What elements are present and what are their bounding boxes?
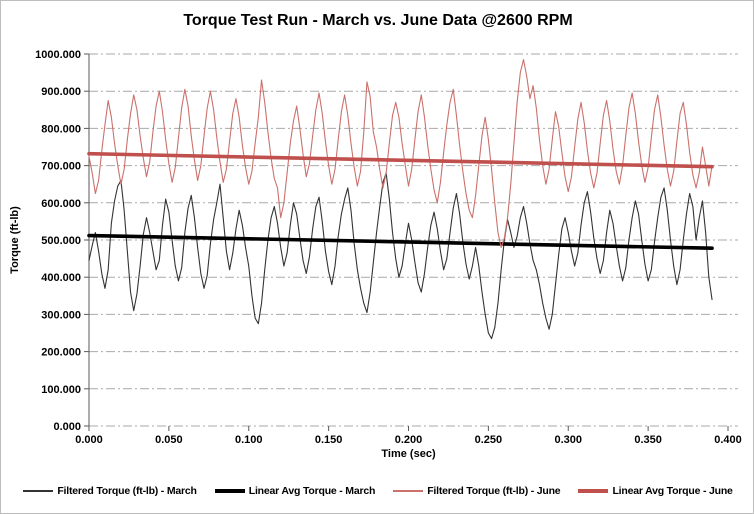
x-tick-label: 0.150: [315, 434, 343, 446]
legend-item-3: Linear Avg Torque - June: [578, 485, 733, 497]
series-line-3: [87, 151, 714, 169]
legend-item-2: Filtered Torque (ft-lb) - June: [393, 485, 561, 497]
y-tick-label: 700.000: [41, 161, 81, 173]
legend-label: Filtered Torque (ft-lb) - June: [427, 485, 561, 497]
chart-title: Torque Test Run - March vs. June Data @2…: [183, 12, 573, 29]
y-tick-label: 400.000: [41, 272, 81, 284]
legend-line-swatch: [23, 490, 54, 492]
y-tick-label: 900.000: [41, 86, 81, 98]
x-tick-label: 0.350: [634, 434, 662, 446]
y-tick-label: 1000.000: [35, 49, 81, 61]
legend-line-swatch: [578, 489, 609, 493]
legend: Filtered Torque (ft-lb) - March Linear Av…: [1, 480, 753, 502]
x-tick-label: 0.050: [155, 434, 183, 446]
x-tick-label: 0.400: [714, 434, 742, 446]
y-tick-label: 500.000: [41, 235, 81, 247]
y-tick-label: 200.000: [41, 347, 81, 359]
legend-item-1: Linear Avg Torque - March: [214, 485, 376, 497]
x-tick-label: 0.000: [75, 434, 103, 446]
legend-line-swatch: [214, 489, 245, 493]
legend-label: Filtered Torque (ft-lb) - March: [57, 485, 197, 497]
x-tick-label: 0.200: [395, 434, 423, 446]
x-tick-label: 0.100: [235, 434, 263, 446]
x-tick-label: 0.300: [554, 434, 582, 446]
series-line-0: [88, 172, 713, 340]
series-line-2: [88, 59, 713, 248]
y-tick-label: 800.000: [41, 123, 81, 135]
legend-item-0: Filtered Torque (ft-lb) - March: [23, 485, 197, 497]
y-tick-label: 300.000: [41, 309, 81, 321]
legend-line-swatch: [393, 490, 424, 492]
y-tick-label: 100.000: [41, 384, 81, 396]
legend-label: Linear Avg Torque - June: [612, 485, 733, 497]
x-axis-title: Time (sec): [381, 448, 436, 460]
x-tick-label: 0.250: [475, 434, 503, 446]
plot-area: 0.000 100.000 200.000 300.000 400.000 500.000…: [35, 49, 742, 446]
y-tick-label: 0.000: [53, 421, 81, 433]
legend-label: Linear Avg Torque - March: [248, 485, 376, 497]
series-line-1: [87, 233, 714, 250]
y-axis-title: Torque (ft-lb): [9, 206, 21, 274]
y-tick-label: 600.000: [41, 198, 81, 210]
